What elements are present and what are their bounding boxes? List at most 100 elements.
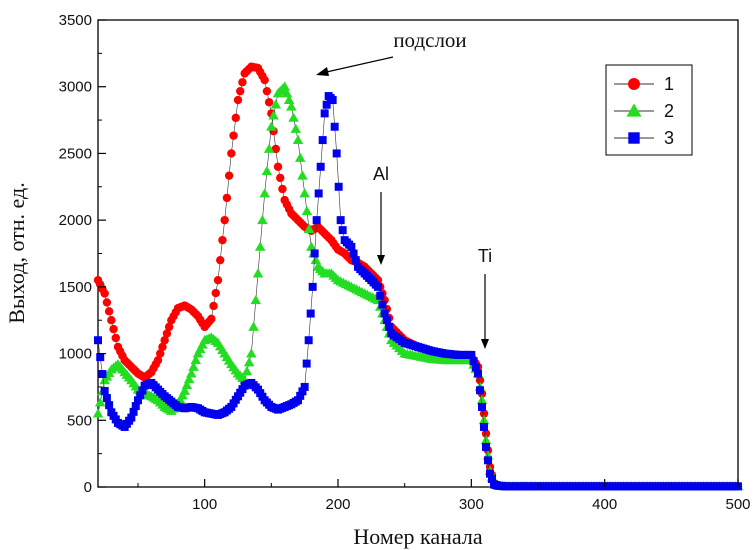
series-3-point (332, 149, 341, 158)
series-2-point (266, 121, 277, 131)
series-3-point (312, 216, 321, 225)
series-3-point (482, 442, 490, 451)
series-1-point (231, 113, 240, 123)
series-2-point (263, 143, 275, 153)
series-3-point (480, 422, 488, 431)
series-1-point (224, 171, 234, 180)
series-1-point (276, 173, 285, 183)
y-tick-label: 0 (84, 479, 92, 496)
annotation-sublayers: подслои (393, 28, 466, 52)
series-3-point (320, 109, 329, 118)
series-1-point (475, 376, 485, 385)
series-3-point (131, 402, 140, 411)
legend-item-1: 1 (614, 74, 674, 94)
series-1-point (164, 322, 174, 332)
series-1-point (211, 288, 220, 298)
series-2-point (254, 241, 266, 251)
series-3-point (330, 122, 339, 131)
series-2-point (248, 321, 259, 331)
series-2-point (261, 165, 273, 176)
series-3-point (138, 386, 147, 395)
series-3-point (378, 300, 387, 309)
y-tick-label: 1500 (59, 279, 92, 296)
y-tick-label: 2000 (59, 212, 92, 229)
series-1-point (238, 78, 247, 87)
series-2-point (179, 385, 190, 395)
legend-label: 3 (664, 128, 674, 148)
series-3-point (100, 386, 109, 395)
series-3-point (376, 291, 385, 300)
series-1-point (102, 298, 112, 307)
y-tick-label: 3500 (59, 12, 92, 29)
series-1-point (273, 162, 283, 171)
x-tick-label: 300 (459, 496, 484, 513)
series-2-point (246, 348, 257, 358)
series-2-point (250, 294, 262, 305)
series-1-point (236, 86, 245, 96)
y-tick-label: 500 (67, 412, 92, 429)
series-3-point (374, 282, 382, 291)
series-2-point (310, 254, 322, 265)
x-tick-label: 500 (725, 496, 750, 513)
series-1-point (278, 184, 287, 194)
series-3-point (308, 282, 317, 291)
series-1-point (158, 342, 167, 352)
series-2-point (241, 366, 253, 376)
series-2-point (257, 214, 268, 225)
series-3-point (136, 391, 145, 400)
y-axis-title: Выход, отн. ед. (4, 182, 29, 323)
series-1-point (481, 429, 491, 438)
series-3-point (380, 309, 389, 318)
legend-marker (628, 132, 640, 144)
series-3-point (102, 394, 111, 403)
series-3-point (328, 96, 337, 105)
series-3-point (349, 249, 358, 258)
series-3-point (336, 216, 345, 225)
series-1-point (216, 255, 225, 265)
series-3-point (134, 396, 142, 405)
series-1-point (111, 333, 120, 343)
legend-label: 1 (664, 74, 674, 94)
legend-item-3: 3 (614, 128, 674, 148)
annotation-ti: Ti (478, 246, 492, 266)
series-1-point (227, 149, 236, 158)
series-3-point (467, 350, 476, 359)
series-1-point (109, 324, 118, 334)
legend-marker (628, 78, 640, 90)
series-2-point (292, 134, 304, 145)
series-3-point (334, 182, 343, 191)
series-1-point (104, 307, 114, 316)
series-3-point (294, 396, 302, 405)
series-3-point (476, 386, 484, 395)
series-1-point (213, 275, 223, 285)
legend: 1 2 3 (605, 64, 693, 156)
series-3-point (484, 456, 492, 465)
series-2-point (92, 408, 104, 418)
series-2-point (259, 188, 270, 198)
series-3-point (347, 242, 356, 251)
series-1-point (220, 215, 229, 225)
series-3-point (469, 357, 478, 366)
series-1-point (218, 235, 227, 245)
series-2-point (270, 99, 282, 109)
chart-marks (92, 62, 744, 491)
series-3-point (351, 256, 360, 265)
series-3-point (129, 407, 138, 416)
series-3-point (302, 359, 311, 368)
series-3-point (486, 469, 494, 478)
series-3-point (304, 336, 313, 345)
series-3-point (488, 475, 496, 483)
series-2-point (288, 112, 299, 122)
x-tick-label: 200 (325, 496, 350, 513)
series-2-point (186, 368, 197, 378)
series-3-point (316, 162, 325, 171)
annotation-al: Al (373, 164, 389, 184)
series-3-point (322, 100, 331, 109)
series-1-point (264, 98, 274, 107)
series-2-point (480, 435, 492, 445)
series-3-point (96, 353, 105, 362)
series-3 (94, 92, 742, 491)
x-axis-ticks: 100 200 300 400 500 (137, 479, 751, 513)
series-1-point (207, 314, 216, 324)
